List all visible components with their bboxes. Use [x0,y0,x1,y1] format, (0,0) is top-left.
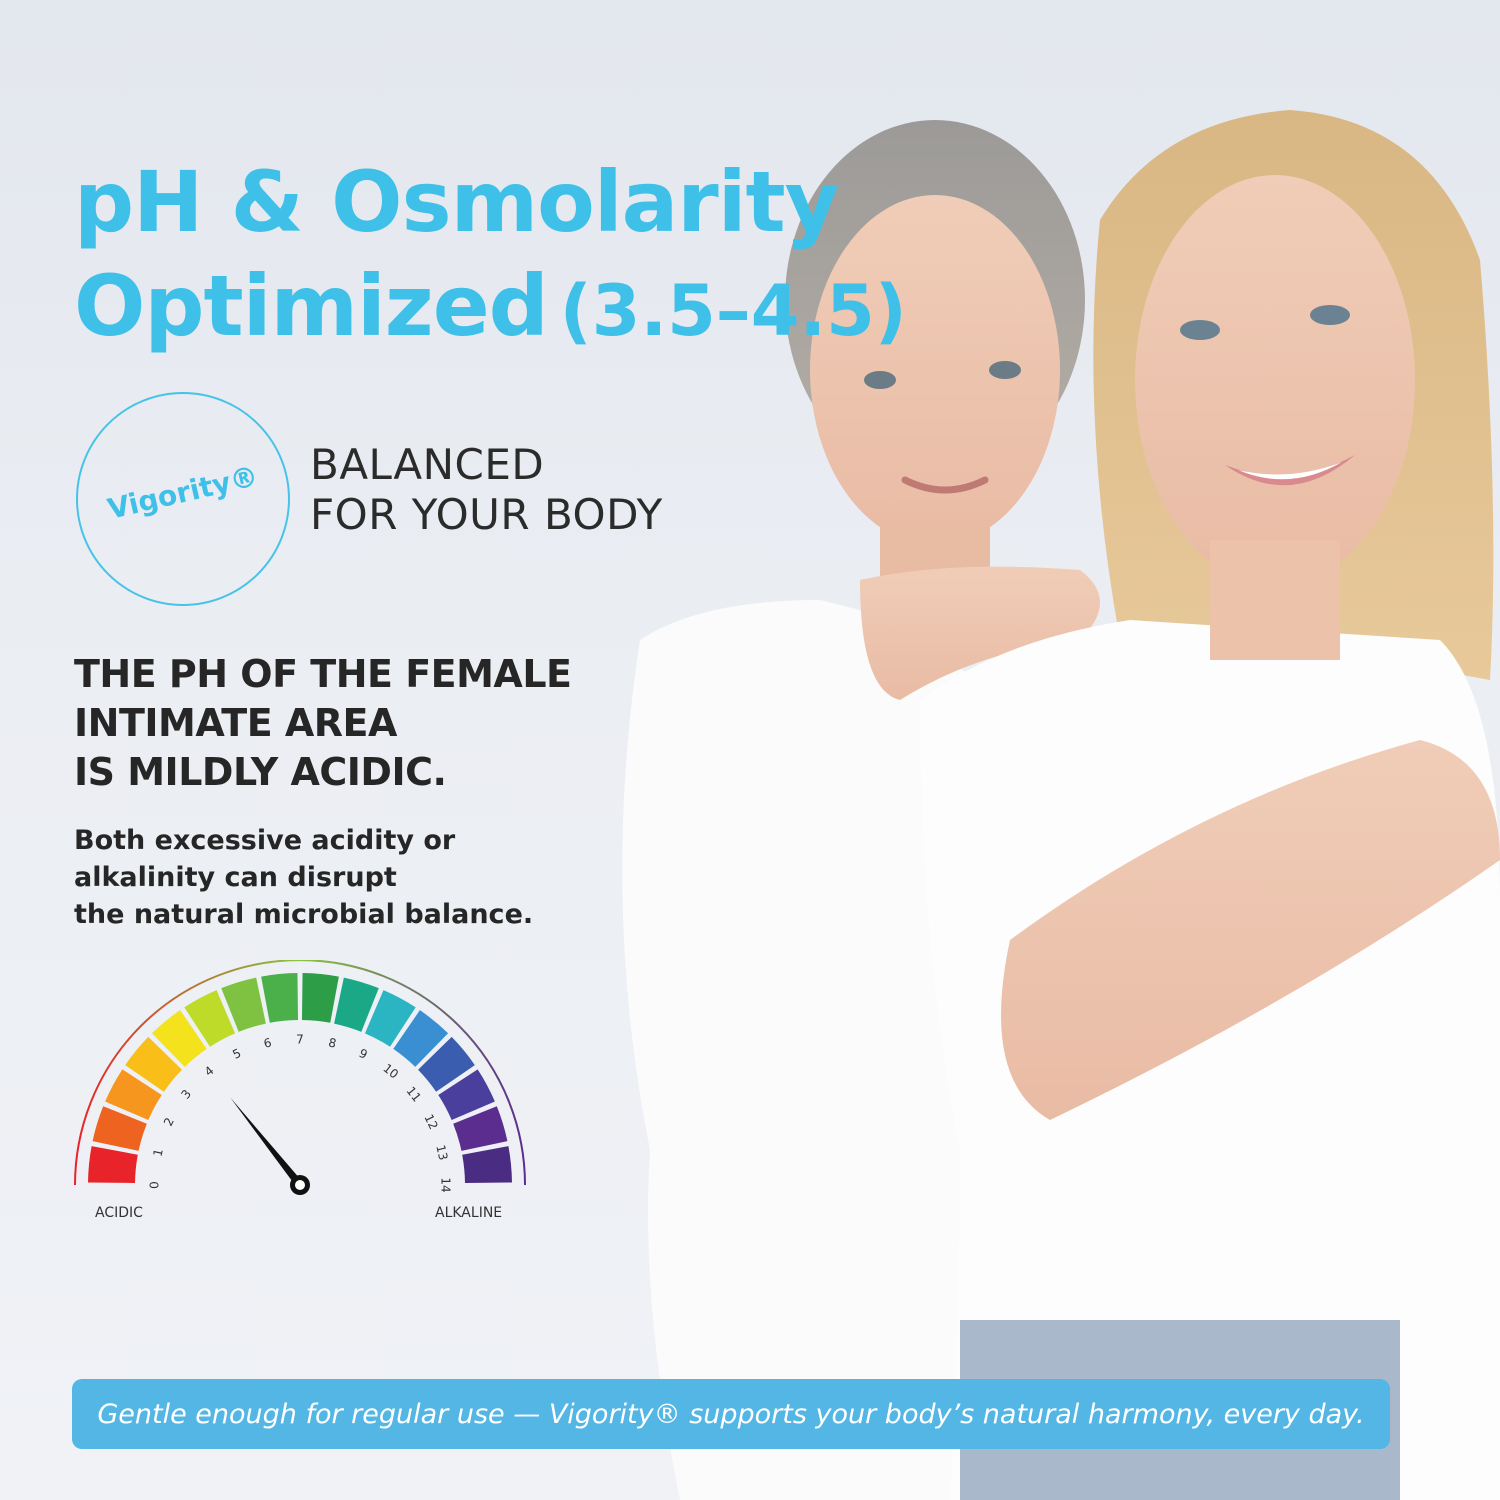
gauge-segment [301,973,339,1023]
headline: pH & Osmolarity Optimized (3.5–4.5) [74,150,907,363]
gauge-tick-label: 13 [433,1144,450,1162]
body-line-2: alkalinity can disrupt [74,862,397,893]
gauge-tick-label: 3 [178,1087,194,1102]
gauge-segment [393,1010,449,1067]
gauge-tick-label: 11 [404,1084,424,1105]
gauge-tick-label: 8 [327,1035,338,1050]
gauge-needle [230,1097,310,1195]
acidic-label: ACIDIC [95,1205,143,1221]
brand-logo: Vigority® [104,459,262,526]
tagline-line-2: FOR YOUR BODY [310,490,663,539]
section-heading: THE PH OF THE FEMALE INTIMATE AREA IS MI… [74,650,572,797]
gauge-segment [462,1146,512,1184]
gauge-tick-label: 1 [150,1147,165,1158]
banner-text: Gentle enough for regular use — Vigority… [97,1398,1365,1430]
gauge-tick-label: 4 [202,1063,217,1079]
bottom-banner: Gentle enough for regular use — Vigority… [72,1379,1390,1449]
gauge-tick-label: 10 [380,1061,401,1081]
alkaline-label: ALKALINE [435,1205,502,1221]
gauge-tick-label: 6 [262,1035,273,1050]
gauge-segment [151,1010,207,1067]
gauge-segment [261,973,299,1023]
brand-logo-circle: Vigority® [76,392,290,606]
headline-line-2: Optimized (3.5–4.5) [74,254,907,363]
gauge-segment [125,1036,182,1092]
gauge-tick-label: 14 [439,1177,453,1192]
gauge-tick-label: 9 [357,1046,370,1062]
needle-pointer [230,1097,304,1188]
headline-optimized: Optimized [74,257,549,355]
gauge-segment [453,1106,508,1151]
headline-line-1: pH & Osmolarity [74,153,839,251]
tagline: BALANCED FOR YOUR BODY [310,440,663,540]
gauge-segment [364,990,416,1047]
heading-line-2: INTIMATE AREA [74,701,397,745]
body-line-3: the natural microbial balance. [74,899,534,930]
gauge-segments [88,973,512,1184]
gauge-segment [221,977,266,1032]
gauge-segment [438,1069,495,1121]
gauge-segment [92,1106,147,1151]
gauge-tick-label: 0 [148,1181,162,1189]
heading-line-1: THE PH OF THE FEMALE [74,652,572,696]
gauge-segment [88,1146,138,1184]
gauge-tick-label: 12 [421,1112,440,1132]
gauge-tick-label: 7 [296,1033,304,1047]
body-line-1: Both excessive acidity or [74,825,456,856]
gauge-tick-label: 2 [161,1115,177,1128]
gauge-outer-arc [74,960,526,1186]
gauge-segment [105,1069,162,1121]
gauge-segment [184,990,236,1047]
gauge-tick-label: 5 [230,1046,243,1062]
gauge-segment [334,977,379,1032]
body-copy: Both excessive acidity or alkalinity can… [74,822,533,933]
heading-line-3: IS MILDLY ACIDIC. [74,750,447,794]
older-woman [622,120,1100,1500]
ph-range: (3.5–4.5) [559,270,907,352]
needle-hub-center [295,1180,305,1190]
tagline-line-1: BALANCED [310,440,545,489]
younger-woman [920,110,1500,1500]
gauge-segment [418,1036,475,1092]
